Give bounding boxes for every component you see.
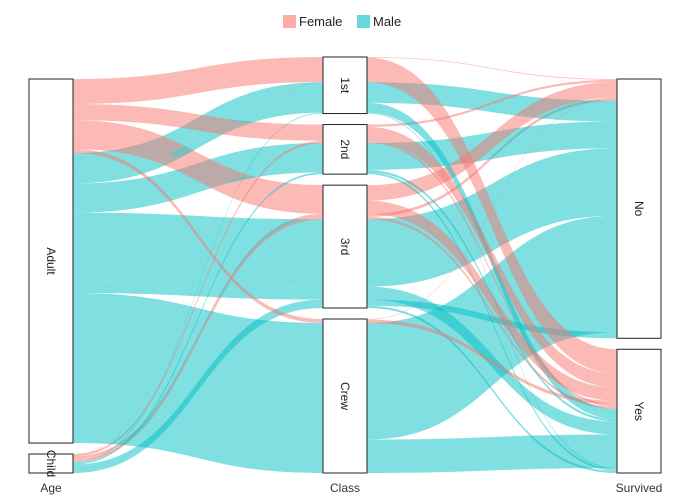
flow-female-adult-3rd: [73, 120, 323, 201]
flow-female-child-2nd: [73, 140, 323, 457]
flow-female-adult-1st: [73, 57, 323, 105]
flow-male-3rd-yes: [367, 305, 617, 473]
flow-female-1st-no: [367, 57, 617, 80]
flow-male-child-2nd: [73, 172, 323, 465]
node-label-adult: Adult: [44, 247, 58, 275]
flow-male-crew-no: [367, 215, 617, 440]
node-adult: [28, 78, 74, 444]
nodes-layer: Adult Child 1st 2nd 3rd Crew No Yes: [28, 56, 662, 477]
flow-female-adult-2nd: [73, 106, 323, 141]
node-child: [28, 453, 74, 474]
flow-female-3rd-yes: [367, 216, 617, 410]
flow-female-3rd-no: [367, 81, 617, 201]
flow-female-child-1st: [73, 82, 323, 455]
node-label-3rd: 3rd: [338, 238, 352, 255]
legend-swatch-female: [283, 15, 296, 28]
axis-label-class: Class: [330, 481, 360, 495]
node-no: [616, 78, 662, 339]
legend-label-male: Male: [373, 14, 401, 29]
flow-male-adult-crew: [73, 293, 323, 440]
flow-male-adult-3rd: [73, 279, 323, 300]
flow-female-adult-crew: [73, 149, 323, 324]
flow-male-child-3rd: [73, 305, 323, 473]
flow-female-2nd-yes: [367, 126, 617, 388]
flows-layer: [73, 57, 617, 473]
node-yes: [616, 348, 662, 474]
axis-label-age: Age: [40, 481, 62, 495]
node-label-child: Child: [44, 450, 58, 477]
flow-female-crew-yes: [367, 319, 617, 405]
flow-female-1st-yes: [367, 82, 617, 405]
node-2nd: [322, 124, 368, 175]
legend: Female Male: [283, 14, 401, 29]
node-crew: [322, 318, 368, 474]
flow-female-1st-yes: [367, 57, 617, 374]
flow-male-2nd-yes: [367, 172, 617, 471]
node-3rd: [322, 184, 368, 309]
flow-female-3rd-yes: [367, 200, 617, 401]
legend-label-female: Female: [299, 14, 342, 29]
flow-female-2nd-no: [367, 79, 617, 127]
flow-female-2nd-yes: [367, 140, 617, 407]
flow-male-adult-1st: [73, 102, 323, 184]
flow-female-child-3rd: [73, 216, 323, 462]
flow-female-adult-2nd: [73, 104, 323, 127]
flow-male-adult-crew: [73, 409, 323, 473]
flow-female-adult-1st: [73, 57, 323, 80]
axis-labels: Age Class Survived: [40, 481, 662, 495]
flow-female-adult-3rd: [73, 135, 323, 214]
node-label-crew: Crew: [338, 382, 352, 410]
flow-male-1st-yes: [367, 112, 617, 469]
node-label-no: No: [632, 201, 646, 217]
node-label-2nd: 2nd: [338, 139, 352, 159]
flow-male-adult-2nd: [73, 169, 323, 213]
axis-label-survived: Survived: [616, 481, 663, 495]
legend-swatch-male: [357, 15, 370, 28]
flow-male-adult-3rd: [73, 212, 323, 287]
flow-female-adult-crew: [73, 148, 323, 320]
node-1st: [322, 56, 368, 115]
flow-male-crew-yes: [367, 434, 617, 473]
node-label-1st: 1st: [338, 77, 352, 94]
node-label-yes: Yes: [632, 401, 646, 421]
